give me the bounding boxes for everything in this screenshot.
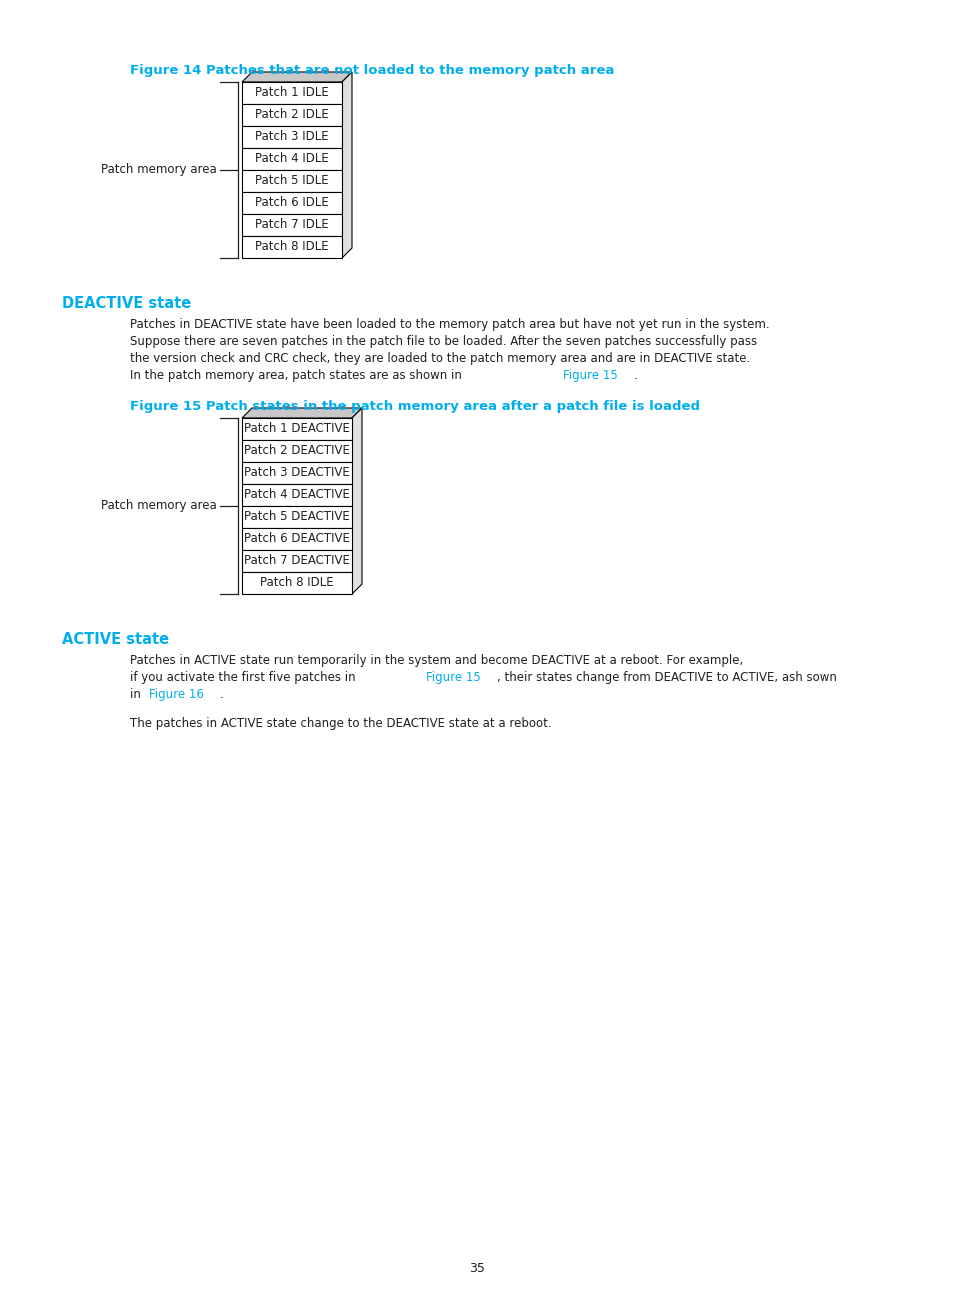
Text: , their states change from DEACTIVE to ACTIVE, ash sown: , their states change from DEACTIVE to A… (497, 671, 836, 684)
Bar (242, 550, 352, 572)
Polygon shape (341, 73, 352, 258)
Bar (242, 483, 352, 505)
Bar (242, 441, 352, 461)
Bar (242, 419, 352, 441)
Text: in: in (130, 688, 145, 701)
Text: Patch 2 DEACTIVE: Patch 2 DEACTIVE (244, 445, 350, 457)
Text: if you activate the first five patches in: if you activate the first five patches i… (130, 671, 359, 684)
Bar (242, 461, 352, 483)
Text: Patches in ACTIVE state run temporarily in the system and become DEACTIVE at a r: Patches in ACTIVE state run temporarily … (130, 654, 742, 667)
Text: Figure 16: Figure 16 (149, 688, 204, 701)
Bar (242, 170, 341, 192)
Text: .: . (633, 369, 637, 382)
Text: The patches in ACTIVE state change to the DEACTIVE state at a reboot.: The patches in ACTIVE state change to th… (130, 717, 551, 730)
Text: Patch 5 IDLE: Patch 5 IDLE (254, 175, 329, 188)
Text: Patch 7 IDLE: Patch 7 IDLE (254, 219, 329, 232)
Text: Patch 6 IDLE: Patch 6 IDLE (254, 197, 329, 210)
Bar (242, 527, 352, 550)
Bar (242, 572, 352, 594)
Text: .: . (219, 688, 223, 701)
Bar (242, 192, 341, 214)
Text: Patch 3 IDLE: Patch 3 IDLE (254, 131, 329, 144)
Bar (242, 214, 341, 236)
Bar (242, 82, 341, 104)
Bar (242, 148, 341, 170)
Text: ACTIVE state: ACTIVE state (62, 632, 169, 647)
Bar (242, 126, 341, 148)
Text: Figure 15: Figure 15 (562, 369, 618, 382)
Text: Figure 15: Figure 15 (426, 671, 480, 684)
Text: Suppose there are seven patches in the patch file to be loaded. After the seven : Suppose there are seven patches in the p… (130, 334, 757, 349)
Text: Patch 1 DEACTIVE: Patch 1 DEACTIVE (244, 422, 350, 435)
Text: Patch 7 DEACTIVE: Patch 7 DEACTIVE (244, 555, 350, 568)
Text: 35: 35 (469, 1261, 484, 1274)
Polygon shape (242, 408, 361, 419)
Text: Patch 8 IDLE: Patch 8 IDLE (254, 241, 329, 254)
Text: Figure 14 Patches that are not loaded to the memory patch area: Figure 14 Patches that are not loaded to… (130, 64, 614, 76)
Polygon shape (242, 73, 352, 82)
Text: Patch memory area: Patch memory area (101, 499, 216, 512)
Text: Patch 5 DEACTIVE: Patch 5 DEACTIVE (244, 511, 350, 524)
Text: In the patch memory area, patch states are as shown in: In the patch memory area, patch states a… (130, 369, 465, 382)
Text: Patch 3 DEACTIVE: Patch 3 DEACTIVE (244, 467, 350, 480)
Text: Patch 8 IDLE: Patch 8 IDLE (260, 577, 334, 590)
Text: Patch 2 IDLE: Patch 2 IDLE (254, 109, 329, 122)
Text: DEACTIVE state: DEACTIVE state (62, 295, 191, 311)
Bar (242, 236, 341, 258)
Text: Patch 1 IDLE: Patch 1 IDLE (254, 87, 329, 100)
Text: Patch 6 DEACTIVE: Patch 6 DEACTIVE (244, 533, 350, 546)
Text: Patch memory area: Patch memory area (101, 163, 216, 176)
Bar (242, 505, 352, 527)
Text: Patch 4 DEACTIVE: Patch 4 DEACTIVE (244, 489, 350, 502)
Text: Patch 4 IDLE: Patch 4 IDLE (254, 153, 329, 166)
Text: the version check and CRC check, they are loaded to the patch memory area and ar: the version check and CRC check, they ar… (130, 353, 749, 365)
Text: Figure 15 Patch states in the patch memory area after a patch file is loaded: Figure 15 Patch states in the patch memo… (130, 400, 700, 413)
Bar (242, 104, 341, 126)
Text: Patches in DEACTIVE state have been loaded to the memory patch area but have not: Patches in DEACTIVE state have been load… (130, 318, 769, 330)
Polygon shape (352, 408, 361, 594)
